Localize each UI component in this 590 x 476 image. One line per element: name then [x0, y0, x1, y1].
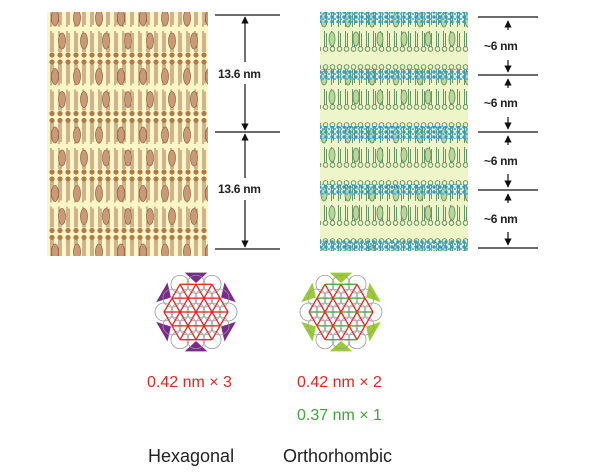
lattice-shape	[316, 325, 326, 341]
lattice-shape	[356, 311, 366, 327]
lattice-shape	[340, 297, 350, 313]
lattice-shape	[184, 341, 208, 352]
lattice-shape	[184, 272, 208, 283]
lattice-shape	[308, 297, 318, 313]
lattice-shape	[316, 311, 326, 327]
lattice-shape	[211, 311, 221, 327]
right-dimension-lines	[478, 16, 538, 249]
lattice-shape	[203, 297, 213, 313]
lattice-shape	[348, 297, 358, 313]
lattice-shape	[203, 325, 213, 341]
dimension-label: ~6 nm	[484, 39, 518, 53]
right-membrane	[320, 12, 468, 251]
hexagonal-lattice	[154, 272, 238, 352]
orthorhombic-lattice	[299, 272, 383, 352]
spacing-label: 0.42 nm × 3	[147, 374, 232, 391]
lattice-shape	[221, 321, 236, 342]
lattice-shape	[340, 311, 350, 327]
lattice-shape	[332, 283, 342, 299]
spacing-label: 0.37 nm × 1	[297, 407, 382, 424]
lattice-shape	[163, 297, 173, 313]
lattice-shape	[156, 282, 171, 303]
lattice-shape	[203, 283, 213, 299]
lattice-shape	[348, 325, 358, 341]
lattice-shape	[324, 297, 334, 313]
lattice-shape	[316, 283, 326, 299]
dimension-label: ~6 nm	[484, 154, 518, 168]
lattice-shape	[324, 311, 334, 327]
lattice-shape	[211, 283, 221, 299]
lattice-shape	[356, 297, 366, 313]
lattice-shape	[308, 311, 318, 327]
lattice-shape	[219, 311, 229, 327]
lattice-shape	[219, 297, 229, 313]
lattice-shape	[324, 283, 334, 299]
lattice-shape	[329, 341, 353, 352]
lattice-shape	[171, 297, 181, 313]
lattice-shape	[203, 311, 213, 327]
phase-label: Orthorhombic	[283, 446, 392, 466]
lattice-shape	[332, 311, 342, 327]
lattice-shape	[366, 282, 381, 303]
lattice-shape	[340, 325, 350, 341]
lattice-shape	[171, 325, 181, 341]
lattice-shape	[156, 321, 171, 342]
lattice-shape	[187, 297, 197, 313]
lattice-shape	[179, 325, 189, 341]
dimension-label: 13.6 nm	[218, 182, 261, 196]
lattice-shape	[316, 297, 326, 313]
lattice-shape	[221, 282, 236, 303]
lattice-shape	[332, 297, 342, 313]
lattice-shape	[364, 297, 374, 313]
lattice-shape	[364, 311, 374, 327]
lattice-shape	[195, 297, 205, 313]
lattice-shape	[171, 283, 181, 299]
dimension-label: ~6 nm	[484, 96, 518, 110]
lattice-shape	[187, 311, 197, 327]
lattice-shape	[179, 283, 189, 299]
lattice-shape	[332, 325, 342, 341]
lattice-shape	[163, 311, 173, 327]
dimension-label: ~6 nm	[484, 212, 518, 226]
lattice-shape	[211, 297, 221, 313]
lattice-shape	[195, 311, 205, 327]
lattice-shape	[356, 283, 366, 299]
lattice-shape	[356, 325, 366, 341]
spacing-label: 0.42 nm × 2	[297, 374, 382, 391]
lattice-shape	[179, 311, 189, 327]
lattice-shape	[366, 321, 381, 342]
lattice-shape	[195, 283, 205, 299]
left-dimension-lines	[215, 14, 280, 250]
lattice-shape	[301, 321, 316, 342]
lattice-shape	[171, 311, 181, 327]
lattice-shape	[329, 272, 353, 283]
left-membrane	[47, 12, 208, 256]
lattice-shape	[211, 325, 221, 341]
lattice-shape	[195, 325, 205, 341]
lattice-shape	[324, 325, 334, 341]
lattice-shape	[348, 311, 358, 327]
lattice-shape	[187, 283, 197, 299]
lattice-shape	[179, 297, 189, 313]
lattice-shape	[340, 283, 350, 299]
lattice-shape	[301, 282, 316, 303]
dimension-label: 13.6 nm	[218, 67, 261, 81]
phase-label: Hexagonal	[148, 446, 234, 466]
lattice-shape	[348, 283, 358, 299]
lattice-shape	[187, 325, 197, 341]
